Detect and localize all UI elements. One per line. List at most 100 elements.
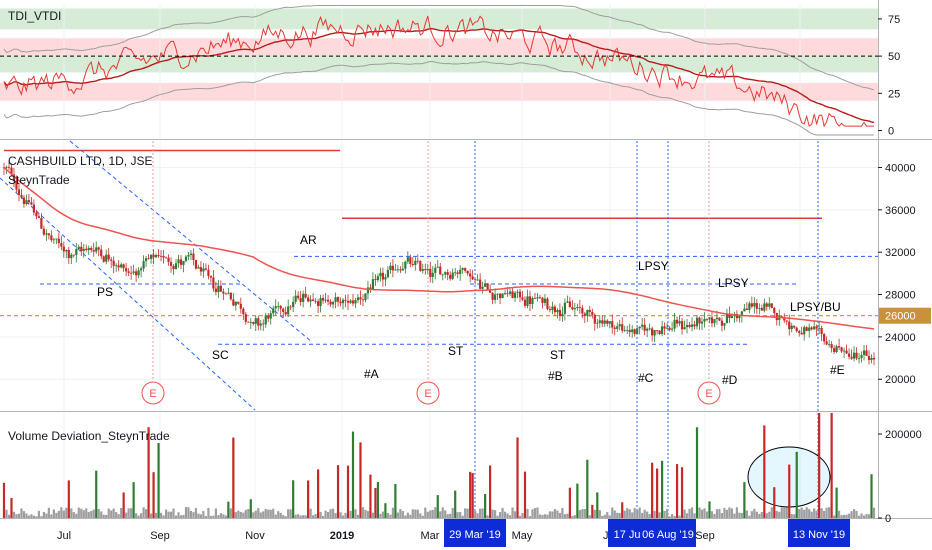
volume-bar: [678, 515, 681, 518]
candle-body: [788, 321, 791, 330]
candle-body: [518, 291, 522, 298]
candle: [312, 293, 315, 302]
candle-body: [845, 350, 848, 354]
candle: [523, 296, 527, 309]
candle: [17, 182, 21, 202]
volume-bar: [508, 515, 512, 518]
candle: [324, 293, 327, 303]
volume-bar: [855, 510, 858, 518]
candle: [571, 300, 574, 311]
event-marker-circle: [697, 381, 721, 405]
candle: [464, 267, 467, 273]
candle: [147, 254, 150, 260]
volume-bar: [723, 507, 726, 518]
volume-bar: [538, 514, 542, 518]
candle-body: [169, 262, 173, 267]
candle-body: [496, 293, 499, 295]
volume-bar: [389, 514, 392, 518]
volume-bar: [680, 467, 684, 518]
candle-body: [304, 293, 307, 298]
candle: [297, 291, 300, 301]
candle-body: [294, 295, 297, 302]
candle-body: [157, 254, 160, 256]
candle: [341, 298, 345, 310]
candle-body: [199, 267, 203, 272]
volume-bar: [242, 512, 245, 518]
candle-body: [850, 356, 853, 359]
volume-bar: [668, 516, 671, 518]
candle: [596, 319, 599, 329]
volume-bar: [857, 515, 861, 518]
candle-body: [715, 317, 719, 320]
volume-bar: [187, 507, 190, 518]
volume-bar: [808, 509, 811, 518]
volume-bar: [705, 511, 709, 518]
candle-body: [267, 315, 270, 319]
volume-bar: [85, 508, 88, 518]
candle: [361, 294, 365, 307]
candle-body: [583, 313, 586, 316]
candle-body: [135, 271, 138, 276]
candle: [12, 167, 16, 188]
candle: [835, 344, 838, 354]
candle-body: [820, 327, 823, 335]
indicator-title: TDI_VTDI: [8, 9, 61, 23]
candle-body: [541, 297, 544, 303]
candle-body: [386, 270, 389, 278]
candle-body: [506, 293, 509, 294]
candle: [107, 247, 110, 262]
volume-bar: [665, 509, 669, 518]
candle: [601, 315, 604, 327]
volume-bar: [262, 511, 265, 518]
volume-bar: [760, 511, 763, 518]
candle: [803, 325, 806, 341]
indicator-band-1: [0, 38, 878, 57]
volume-bar: [394, 484, 397, 518]
candle: [157, 249, 160, 258]
candle: [566, 295, 569, 304]
candle: [576, 303, 579, 311]
candle: [511, 287, 514, 299]
candle-body: [20, 194, 23, 198]
candle-body: [421, 269, 424, 271]
event-marker-label: E: [705, 388, 712, 400]
volume-bar: [252, 512, 255, 518]
volume-bar: [406, 512, 409, 518]
date-tag-2: 06 Aug '19: [640, 519, 696, 547]
volume-bar: [267, 509, 270, 518]
volume-bar: [820, 508, 823, 518]
candle: [765, 302, 768, 311]
volume-bar: [865, 514, 868, 518]
volume-bar: [551, 511, 554, 518]
candle: [852, 346, 856, 362]
candle: [92, 242, 95, 257]
volume-bar: [523, 471, 527, 518]
candle: [239, 297, 242, 314]
candle-body: [140, 268, 143, 271]
volume-bar: [105, 515, 108, 518]
candle-body: [451, 272, 454, 279]
volume-bar: [27, 515, 31, 518]
volume-bar: [254, 510, 257, 518]
volume-bar: [212, 515, 215, 518]
candle: [52, 237, 55, 244]
candle-body: [661, 326, 664, 335]
volume-bar: [25, 513, 28, 518]
volume-bar: [616, 512, 619, 518]
candle: [516, 289, 519, 299]
candle-body: [274, 306, 277, 309]
volume-bar: [773, 487, 776, 518]
volume-bar: [661, 460, 664, 518]
volume-bar: [167, 511, 170, 518]
candle: [720, 317, 724, 332]
volume-bar: [247, 509, 250, 518]
volume-bar: [117, 514, 120, 518]
candle: [127, 268, 130, 277]
volume-bar: [601, 515, 604, 518]
candle-body: [758, 308, 761, 309]
candle-body: [316, 301, 320, 306]
volume-bar: [351, 431, 355, 518]
volume-bar: [850, 511, 853, 518]
candle-body: [149, 254, 153, 259]
